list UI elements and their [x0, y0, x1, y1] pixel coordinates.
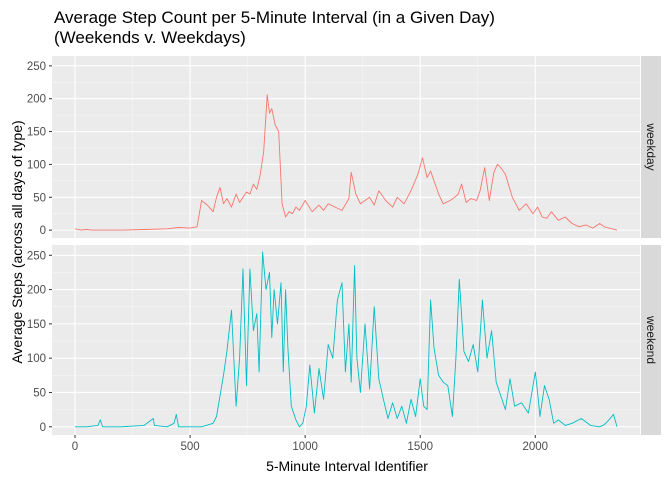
y-tick-label: 150: [27, 127, 46, 139]
y-tick-label: 200: [27, 94, 46, 106]
series-line-weekday: [74, 94, 618, 231]
panel-background: [52, 245, 640, 435]
panel-weekend: 0 50 100 150 200 250 weekend 0 500 1000 1500 2000: [27, 245, 661, 453]
y-tick-label: 200: [27, 285, 46, 297]
x-tick-label: 2000: [522, 441, 548, 453]
x-tick-label: 0: [72, 441, 78, 453]
series-line-weekend: [75, 251, 618, 428]
chart-title-line-1: Average Step Count per 5-Minute Interval…: [54, 8, 495, 27]
y-tick-label: 50: [33, 387, 46, 399]
chart-title-line-2: (Weekends v. Weekdays): [54, 28, 246, 47]
y-tick-label: 100: [27, 353, 46, 365]
facet-strip-label: weekday: [644, 122, 658, 170]
facet-strip-label: weekend: [644, 315, 658, 364]
y-tick-label: 100: [27, 159, 46, 171]
facet-strip: [641, 245, 661, 435]
chart-title: Average Step Count per 5-Minute Interval…: [54, 8, 495, 47]
y-tick-label: 50: [33, 192, 46, 204]
y-tick-label: 250: [27, 250, 46, 262]
facet-strip: [641, 56, 661, 238]
panel-weekday: 0 50 100 150 200 250 weekday: [27, 56, 661, 238]
x-axis-title: 5-Minute Interval Identifier: [266, 458, 428, 474]
y-tick-label: 0: [40, 422, 46, 434]
x-tick-label: 1000: [292, 441, 318, 453]
x-tick-label: 500: [180, 441, 199, 453]
y-tick-label: 0: [40, 225, 46, 237]
facet-panels: 0 50 100 150 200 250 weekday 0 50 100 150 200 250 wee…: [27, 56, 661, 453]
y-axis-title: Average Steps (across all days of type): [9, 120, 25, 363]
x-tick-label: 1500: [407, 441, 433, 453]
y-tick-label: 250: [27, 61, 46, 73]
y-tick-label: 150: [27, 319, 46, 331]
panel-background: [52, 56, 640, 238]
